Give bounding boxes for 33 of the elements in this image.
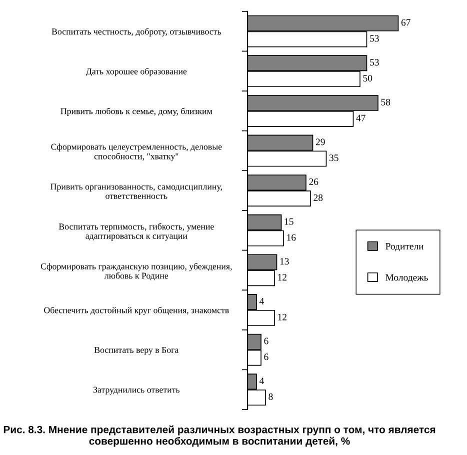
legend-label: Родители	[386, 243, 424, 252]
y-tick-label: Затруднились ответить	[93, 386, 180, 395]
y-tick-label: Обеспечить достойный круг общения, знакомств	[44, 306, 229, 316]
data-label: 12	[278, 314, 286, 320]
legend-label: Молодежь	[386, 274, 428, 282]
data-label: 4	[259, 378, 264, 384]
data-label: 12	[278, 274, 286, 280]
data-label: 16	[287, 234, 296, 241]
data-label: 4	[259, 298, 264, 304]
data-label: 29	[316, 138, 325, 146]
data-label: 28	[314, 194, 323, 201]
text: Рис. 8.3. Мнение представителей различных возрастных групп о том, что является совершенно необходимым в воспитании детей, %	[4, 425, 436, 447]
data-label: 58	[381, 98, 390, 106]
y-tick-label: Привить любовь к семье, дому, близким	[60, 108, 212, 116]
data-label: 53	[370, 35, 379, 42]
y-tick-label: Воспитать терпимость, гибкость, умение адаптироваться к ситуации	[58, 223, 214, 241]
data-label: 35	[329, 154, 338, 162]
y-tick-label: Воспитать честность, доброту, отзывчивость	[52, 28, 221, 36]
data-label: 67	[401, 19, 410, 26]
data-label: 15	[284, 218, 294, 225]
y-tick-label: Сформировать целеустремленность, деловые способности, "хватку"	[51, 143, 222, 162]
data-label: 6	[264, 354, 268, 360]
data-label: 26	[309, 178, 318, 185]
y-tick-label: Дать хорошее образование	[86, 68, 187, 76]
data-label: 13	[280, 258, 289, 265]
data-label: 50	[363, 74, 372, 82]
data-label: 6	[264, 338, 268, 344]
y-tick-label: Привить организованность, самодисциплину, ответственность	[50, 184, 222, 199]
y-tick-label: Воспитать веру в Бога	[94, 347, 179, 355]
data-label: 47	[356, 114, 366, 122]
data-label: 53	[370, 59, 379, 66]
y-tick-label: Сформировать гражданскую позицию, убеждения, любовь к Родине	[40, 262, 232, 280]
data-label: 8	[268, 393, 273, 400]
